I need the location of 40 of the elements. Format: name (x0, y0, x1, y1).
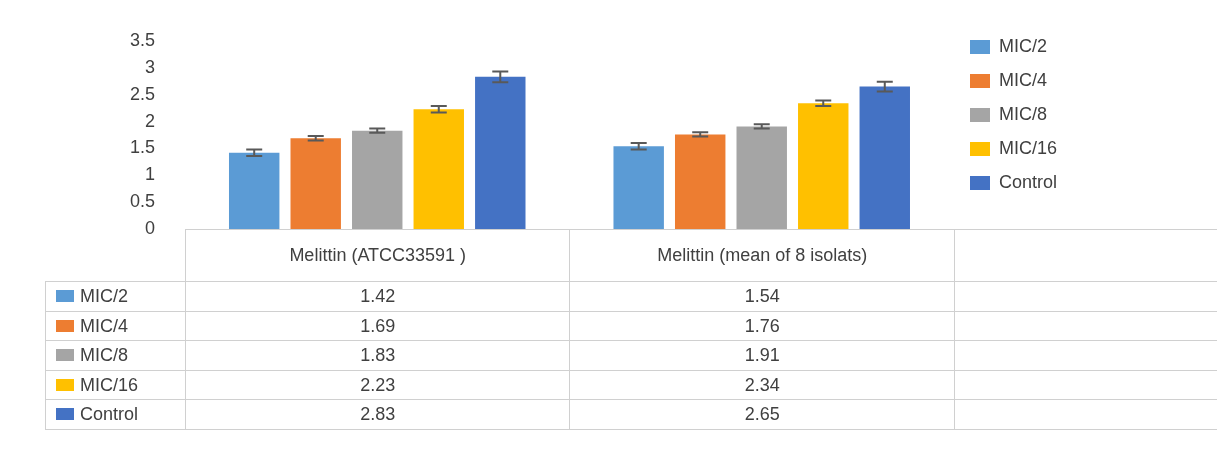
text: MIC/4 (998, 69, 1047, 90)
x-tick-label: Melittin (ATCC33591 ) (185, 229, 571, 283)
data-label: 2.83 (185, 399, 571, 430)
data-label: 1.76 (569, 310, 955, 342)
text: MIC/8 (80, 345, 129, 366)
bar (352, 130, 403, 230)
y-tick-label: 0.5 (129, 191, 155, 212)
data-label: 1.91 (569, 340, 955, 371)
x-tick-label: Melittin (mean of 8 isolats) (569, 229, 955, 283)
bar (613, 146, 664, 230)
data-label: 1.69 (185, 310, 571, 342)
bar (798, 103, 849, 230)
bar (413, 109, 464, 230)
legend-label: MIC/4 (45, 310, 186, 342)
y-tick-label: 2 (144, 110, 155, 131)
bar (736, 126, 787, 230)
text: MIC/2 (998, 35, 1047, 56)
data-label: 1.42 (185, 281, 571, 312)
bar (674, 134, 726, 230)
data-label: 2.23 (185, 369, 571, 401)
data-label: 1.54 (569, 281, 955, 312)
bar (290, 138, 341, 230)
data-label: 1.83 (185, 340, 571, 371)
data-label: 2.65 (569, 399, 955, 430)
legend-label: MIC/16 (998, 137, 1058, 158)
y-tick-label: 3.5 (129, 29, 155, 50)
y-tick-label: 1 (144, 164, 155, 185)
legend-label: MIC/8 (998, 103, 1047, 124)
text: MIC/16 (80, 374, 139, 395)
text: Control (80, 404, 139, 425)
bar (859, 86, 910, 230)
y-tick-label: 3 (144, 56, 155, 77)
data-label: 2.34 (569, 369, 955, 401)
y-tick-label: 1.5 (129, 137, 155, 158)
bar (228, 152, 280, 230)
y-tick-label: 2.5 (129, 83, 155, 104)
bar (475, 76, 526, 230)
legend-label: Control (998, 171, 1058, 192)
y-tick-label: 0 (144, 218, 155, 239)
legend-label: MIC/2 (45, 281, 186, 312)
